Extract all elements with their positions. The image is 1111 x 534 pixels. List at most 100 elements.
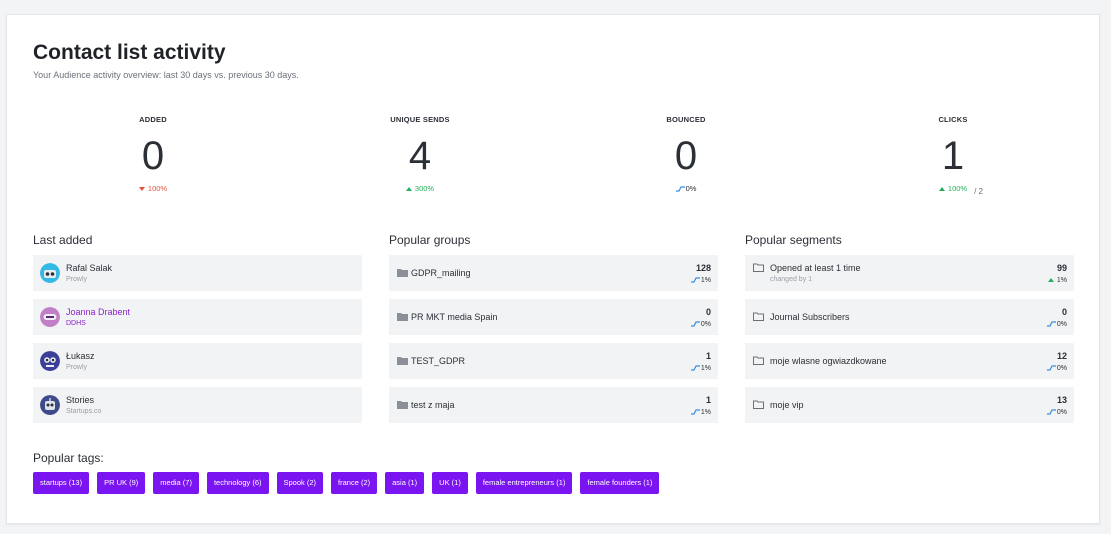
page-subtitle: Your Audience activity overview: last 30…: [33, 70, 299, 80]
contact-name: Stories: [66, 395, 95, 405]
group-row[interactable]: TEST_GDPR 1 1%: [389, 343, 718, 379]
tag-button[interactable]: female entrepreneurs (1): [475, 472, 573, 494]
stat-value: 4: [408, 134, 432, 178]
folder-icon: [397, 313, 408, 321]
tag-button[interactable]: Spook (2): [276, 472, 324, 494]
stat-added: ADDED 0 100%: [93, 115, 213, 193]
segment-name: moje wlasne ogwiazdkowane: [770, 356, 887, 366]
segment-change: 0%: [1046, 409, 1067, 416]
popular-segments-title: Popular segments: [745, 233, 842, 247]
arrow-up-icon: [1047, 278, 1054, 283]
popular-segments-list: Opened at least 1 time changed by 1 99 1…: [745, 255, 1074, 431]
stat-total: / 2: [974, 187, 983, 196]
group-change: 0%: [690, 321, 711, 328]
folder-outline-icon: [753, 263, 764, 272]
contact-name[interactable]: Joanna Drabent: [66, 307, 131, 317]
group-row[interactable]: test z maja 1 1%: [389, 387, 718, 423]
contact-company: Prowly: [66, 364, 88, 371]
contact-list-activity-card: Contact list activity Your Audience acti…: [6, 14, 1100, 524]
tag-button[interactable]: france (2): [331, 472, 378, 494]
tag-button[interactable]: startups (13): [33, 472, 90, 494]
group-row[interactable]: PR MKT media Spain 0 0%: [389, 299, 718, 335]
arrow-up-icon: [938, 187, 945, 192]
group-count: 128: [695, 263, 711, 273]
group-count: 1: [705, 395, 711, 405]
stat-bounced: BOUNCED 0 0%: [626, 115, 746, 193]
group-row[interactable]: GDPR_mailing 128 1%: [389, 255, 718, 291]
trend-flat-icon: [690, 365, 700, 371]
segment-row[interactable]: moje wlasne ogwiazdkowane 12 0%: [745, 343, 1074, 379]
trend-flat-icon: [1046, 321, 1056, 327]
segment-name: Journal Subscribers: [770, 312, 850, 322]
segment-row[interactable]: moje vip 13 0%: [745, 387, 1074, 423]
group-name: GDPR_mailing: [411, 268, 471, 278]
group-change: 1%: [690, 409, 711, 416]
segment-sub: changed by 1: [770, 276, 813, 283]
trend-flat-icon: [690, 277, 700, 283]
segment-row[interactable]: Opened at least 1 time changed by 1 99 1…: [745, 255, 1074, 291]
stat-clicks: CLICKS 1/ 2 100%: [893, 115, 1013, 196]
group-count: 1: [705, 351, 711, 361]
tag-button[interactable]: UK (1): [432, 472, 468, 494]
stat-unique-sends: UNIQUE SENDS 4 300%: [360, 115, 480, 193]
stat-value: 1/ 2: [893, 136, 1013, 196]
tag-button[interactable]: technology (6): [206, 472, 269, 494]
last-added-title: Last added: [33, 233, 93, 247]
arrow-up-icon: [405, 187, 412, 192]
stat-label: BOUNCED: [666, 115, 706, 124]
stat-change: 100%: [93, 184, 213, 193]
segment-count: 99: [1056, 263, 1067, 273]
robot-avatar-icon: [40, 351, 60, 371]
segment-name: Opened at least 1 time: [770, 263, 861, 273]
folder-icon: [397, 269, 408, 277]
segment-change: 1%: [1047, 277, 1067, 284]
folder-outline-icon: [753, 312, 764, 321]
trend-flat-icon: [1046, 365, 1056, 371]
group-name: TEST_GDPR: [411, 356, 466, 366]
stat-label: CLICKS: [938, 115, 968, 124]
segment-count: 13: [1056, 395, 1067, 405]
segment-row[interactable]: Journal Subscribers 0 0%: [745, 299, 1074, 335]
segment-name: moje vip: [770, 400, 804, 410]
stat-value: 0: [674, 134, 698, 178]
last-added-list: Rafal Salak Prowly Joanna Drabent DDHS Ł…: [33, 255, 362, 431]
tag-button[interactable]: female founders (1): [580, 472, 660, 494]
segment-change: 0%: [1046, 365, 1067, 372]
contact-row[interactable]: Joanna Drabent DDHS: [33, 299, 362, 335]
folder-outline-icon: [753, 356, 764, 365]
contact-name: Łukasz: [66, 351, 95, 361]
popular-tags-title: Popular tags:: [33, 451, 104, 465]
trend-flat-icon: [1046, 409, 1056, 415]
contact-company: Startups.co: [66, 408, 102, 415]
popular-tags-list: startups (13) PR UK (9) media (7) techno…: [33, 472, 660, 494]
robot-avatar-icon: [40, 395, 60, 415]
group-change: 1%: [690, 365, 711, 372]
page-title: Contact list activity: [33, 41, 226, 64]
trend-flat-icon: [690, 409, 700, 415]
folder-outline-icon: [753, 400, 764, 409]
tag-button[interactable]: PR UK (9): [97, 472, 146, 494]
folder-icon: [397, 357, 408, 365]
folder-icon: [397, 401, 408, 409]
contact-row[interactable]: Łukasz Prowly: [33, 343, 362, 379]
stat-change: 100%: [893, 184, 1013, 193]
segment-count: 0: [1061, 307, 1067, 317]
stat-change: 300%: [360, 184, 480, 193]
group-name: PR MKT media Spain: [411, 312, 498, 322]
group-name: test z maja: [411, 400, 455, 410]
arrow-down-icon: [138, 187, 145, 192]
contact-row[interactable]: Rafal Salak Prowly: [33, 255, 362, 291]
contact-company: DDHS: [66, 320, 86, 327]
tag-button[interactable]: asia (1): [385, 472, 425, 494]
contact-company: Prowly: [66, 276, 88, 283]
popular-groups-title: Popular groups: [389, 233, 471, 247]
stat-label: UNIQUE SENDS: [390, 115, 450, 124]
trend-flat-icon: [690, 321, 700, 327]
robot-avatar-icon: [40, 263, 60, 283]
contact-row[interactable]: Stories Startups.co: [33, 387, 362, 423]
stat-value: 0: [141, 134, 165, 178]
tag-button[interactable]: media (7): [153, 472, 199, 494]
stat-change: 0%: [626, 184, 746, 193]
group-change: 1%: [690, 277, 711, 284]
contact-name: Rafal Salak: [66, 263, 113, 273]
